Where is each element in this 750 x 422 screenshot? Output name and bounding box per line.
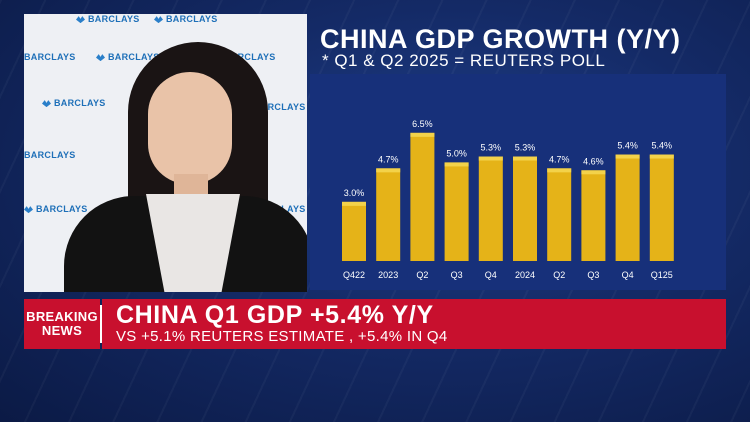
x-tick-label-0: Q422 bbox=[343, 270, 365, 280]
bar-9 bbox=[649, 154, 674, 261]
x-tick-label-1: 2023 bbox=[378, 270, 398, 280]
x-tick-label-9: Q125 bbox=[651, 270, 673, 280]
barclays-logo: BARCLAYS bbox=[24, 204, 88, 214]
eagle-icon bbox=[96, 54, 105, 62]
banner-divider bbox=[100, 305, 102, 343]
data-label-8: 5.4% bbox=[617, 141, 638, 151]
headline: CHINA Q1 GDP +5.4% Y/Y bbox=[116, 301, 434, 329]
presenter-face bbox=[148, 72, 232, 184]
data-label-4: 5.3% bbox=[481, 143, 502, 153]
x-tick-label-4: Q4 bbox=[485, 270, 497, 280]
barclays-logo: BARCLAYS bbox=[96, 52, 160, 62]
video-feed: BARCLAYS BARCLAYS BARCLAYS BARCLAYS BARC… bbox=[24, 14, 307, 292]
data-label-6: 4.7% bbox=[549, 154, 570, 164]
bar-top-9 bbox=[649, 154, 674, 159]
barclays-logo: BARCLAYS bbox=[42, 98, 106, 108]
barclays-logo: BARCLAYS bbox=[24, 150, 76, 160]
headline-banner: CHINA Q1 GDP +5.4% Y/Y VS +5.1% REUTERS … bbox=[102, 299, 726, 349]
data-label-7: 4.6% bbox=[583, 156, 604, 166]
data-label-0: 3.0% bbox=[344, 188, 365, 198]
x-tick-label-7: Q3 bbox=[587, 270, 599, 280]
data-label-2: 6.5% bbox=[412, 119, 433, 129]
bar-top-2 bbox=[410, 132, 435, 137]
bar-top-3 bbox=[444, 162, 469, 167]
bar-2 bbox=[410, 132, 435, 261]
x-tick-label-5: 2024 bbox=[515, 270, 535, 280]
eagle-icon bbox=[42, 100, 51, 108]
bar-top-7 bbox=[581, 170, 606, 175]
chart-panel: 3.0% Q422 4.7% 2023 6.5% Q2 5.0% Q3 5.3% Q4 5.3% 20… bbox=[310, 74, 726, 290]
bar-5 bbox=[513, 156, 537, 261]
bar-8 bbox=[615, 154, 640, 261]
x-tick-label-3: Q3 bbox=[451, 270, 463, 280]
bar-0 bbox=[342, 201, 366, 261]
bar-top-5 bbox=[513, 156, 537, 161]
chart-title: CHINA GDP GROWTH (Y/Y) bbox=[320, 24, 681, 54]
eagle-icon bbox=[24, 206, 33, 214]
bar-top-6 bbox=[547, 168, 572, 173]
chart-subtitle: * Q1 & Q2 2025 = REUTERS POLL bbox=[322, 51, 606, 70]
bar-top-0 bbox=[342, 201, 366, 206]
barclays-logo: BARCLAYS bbox=[154, 14, 218, 24]
data-label-5: 5.3% bbox=[515, 143, 536, 153]
data-label-9: 5.4% bbox=[652, 141, 673, 151]
news-label: NEWS bbox=[41, 323, 83, 338]
presenter-blouse bbox=[146, 194, 240, 292]
bar-top-8 bbox=[615, 154, 640, 159]
breaking-news-label: BREAKING NEWS bbox=[24, 299, 100, 349]
breaking-label: BREAKING bbox=[26, 309, 98, 324]
bar-3 bbox=[444, 162, 469, 261]
x-tick-label-8: Q4 bbox=[622, 270, 634, 280]
bar-6 bbox=[547, 168, 572, 261]
x-tick-label-6: Q2 bbox=[553, 270, 565, 280]
data-label-1: 4.7% bbox=[378, 154, 399, 164]
data-label-3: 5.0% bbox=[446, 148, 467, 158]
eagle-icon bbox=[154, 16, 163, 24]
bar-top-4 bbox=[478, 156, 503, 161]
barclays-logo: BARCLAYS bbox=[224, 52, 276, 62]
barclays-logo: BARCLAYS bbox=[24, 52, 76, 62]
gdp-bar-chart: 3.0% Q422 4.7% 2023 6.5% Q2 5.0% Q3 5.3% Q4 5.3% 20… bbox=[342, 119, 674, 280]
barclays-logo: BARCLAYS bbox=[76, 14, 140, 24]
bar-1 bbox=[376, 168, 401, 261]
bar-7 bbox=[581, 170, 606, 261]
bar-4 bbox=[478, 156, 503, 261]
x-tick-label-2: Q2 bbox=[416, 270, 428, 280]
eagle-icon bbox=[76, 16, 85, 24]
subheadline: VS +5.1% REUTERS ESTIMATE , +5.4% IN Q4 bbox=[116, 328, 448, 345]
bar-top-1 bbox=[376, 168, 401, 173]
